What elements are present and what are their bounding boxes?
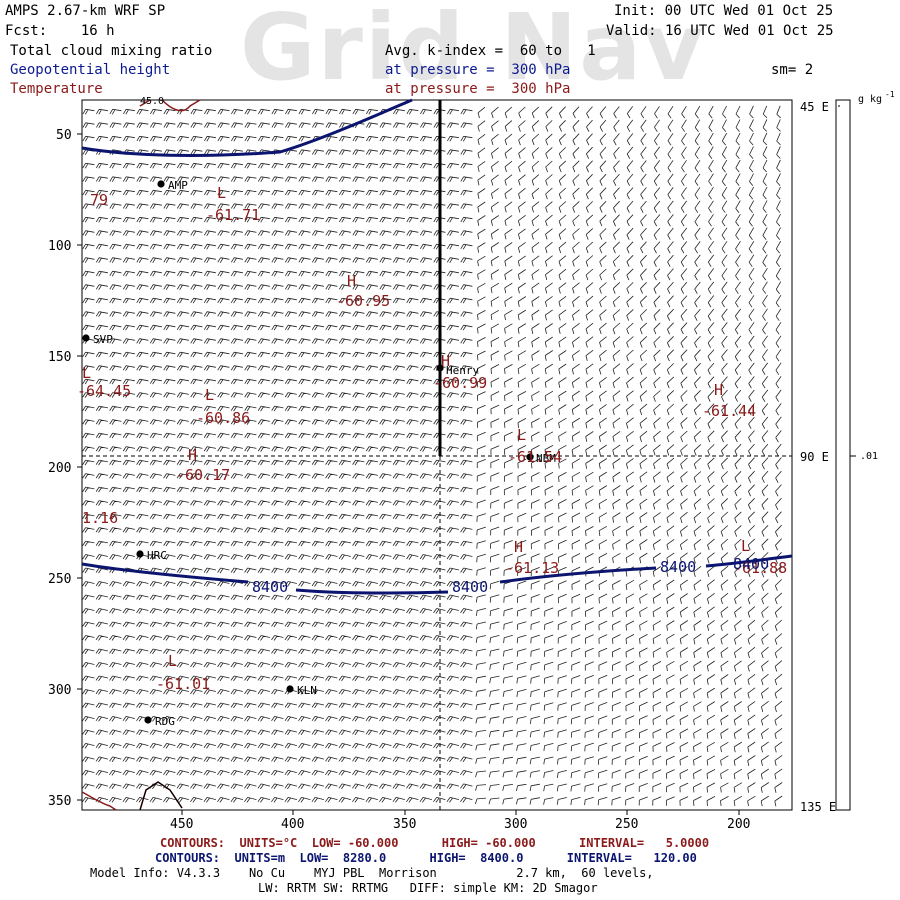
- contour-label-top: 45.0: [140, 96, 164, 107]
- y-tick-250: 250: [48, 572, 71, 587]
- wind-barbs: [82, 105, 783, 807]
- y-tick-350: 350: [48, 794, 71, 809]
- station-marker: [144, 716, 152, 724]
- extremum-value: -60.95: [336, 292, 390, 310]
- extremum-symbol: L: [741, 537, 750, 555]
- plot-frame: [81, 99, 793, 811]
- station-label-rdg: RDG: [155, 715, 175, 728]
- contour-label-8400: 8400: [252, 578, 288, 596]
- model-info: Model Info: V4.3.3 No Cu MYJ PBL Morriso…: [90, 866, 654, 880]
- station-label-hrc: HRC: [147, 549, 167, 562]
- extremum-symbol: L: [168, 652, 177, 670]
- extremum-value: -64.45: [77, 382, 131, 400]
- x-tick-450: 450: [170, 817, 193, 832]
- model-title: AMPS 2.67-km WRF SP: [5, 3, 166, 19]
- forecast-hour: Fcst: 16 h: [5, 23, 115, 39]
- model-info-physics: LW: RRTM SW: RRTMG DIFF: simple KM: 2D S…: [258, 881, 598, 895]
- x-tick-300: 300: [504, 817, 527, 832]
- station-label-svp: SVP: [93, 333, 113, 346]
- x-tick-250: 250: [615, 817, 638, 832]
- extremum-symbol: H: [347, 272, 356, 290]
- watermark: Grid Nav: [240, 0, 706, 101]
- extremum-symbol: L: [217, 184, 226, 202]
- pressure-level-temp: at pressure = 300 hPa: [385, 81, 571, 97]
- extremum-value: -60.99: [433, 374, 487, 392]
- station-marker: [526, 453, 534, 461]
- height-contour-upper: [81, 98, 413, 157]
- colorbar-value: .01: [860, 451, 878, 462]
- coastline-top: [139, 99, 201, 112]
- station-label-nbm: NBM: [536, 452, 556, 465]
- y-tick-300: 300: [48, 683, 71, 698]
- colorbar: [835, 99, 851, 811]
- lon-label-90e: 90 E: [800, 450, 829, 464]
- x-axis-ticks: 450 400 350 300 250 200: [170, 817, 750, 832]
- extremum-symbol: H: [514, 538, 523, 556]
- station-marker: [136, 550, 144, 558]
- extremum-symbol: H: [714, 381, 723, 399]
- colorbar-unit-exponent: -1: [885, 90, 895, 99]
- extremum-value: -61.44: [702, 402, 756, 420]
- valid-time: Valid: 16 UTC Wed 01 Oct 25: [606, 23, 834, 39]
- coastline-bottom: [139, 781, 183, 811]
- contour-label-8400: 8400: [733, 555, 769, 573]
- init-time: Init: 00 UTC Wed 01 Oct 25: [614, 3, 834, 19]
- station-marker: [436, 364, 444, 372]
- y-axis-ticks: 50 100 150 200 250 300 350: [48, 128, 72, 809]
- lon-label-45e: 45 E: [800, 100, 829, 114]
- y-tick-200: 200: [48, 461, 71, 476]
- extremum-value: -61.13: [505, 559, 559, 577]
- tick-marks: [77, 133, 740, 815]
- station-marker: [157, 180, 165, 188]
- y-tick-50: 50: [56, 128, 72, 143]
- extremum-symbol: L: [517, 426, 526, 444]
- temperature-contour-info: CONTOURS: UNITS=°C LOW= -60.000 HIGH= -6…: [160, 836, 710, 850]
- lon-label-135e: 135 E: [800, 800, 836, 814]
- extremum-value: -60.17: [176, 466, 230, 484]
- contour-label-8400: 8400: [452, 578, 488, 596]
- colorbar-unit: g kg: [858, 94, 882, 105]
- x-tick-400: 400: [281, 817, 304, 832]
- pressure-level-height: at pressure = 300 hPa: [385, 62, 571, 78]
- station-marker: [82, 334, 90, 342]
- extremum-value: -61.71: [206, 206, 260, 224]
- extremum-symbol: H: [188, 446, 197, 464]
- y-tick-150: 150: [48, 350, 71, 365]
- contour-label-8400: 8400: [660, 558, 696, 576]
- y-tick-100: 100: [48, 239, 71, 254]
- extremum-symbol: H: [441, 352, 450, 370]
- extremum-value: -61.54: [508, 448, 562, 466]
- x-tick-350: 350: [393, 817, 416, 832]
- extremum-symbol: L: [205, 386, 214, 404]
- stations: AMP SVP Henry NBM HRC KLN RDG: [82, 179, 556, 728]
- x-tick-200: 200: [727, 817, 750, 832]
- smoothing: sm= 2: [771, 62, 814, 78]
- field-height: Geopotential height: [10, 62, 171, 78]
- temperature-extrema: L -61.71 H -60.95 H -60.99 L -60.86 L -6…: [77, 184, 787, 693]
- height-contour-labels: 8400 8400 8400 8400: [252, 555, 769, 596]
- station-label-amp: AMP: [168, 179, 188, 192]
- extremum-symbol: L: [82, 364, 91, 382]
- station-label-kln: KLN: [297, 684, 317, 697]
- extremum-value: -61.01: [156, 675, 210, 693]
- station-marker: [286, 685, 294, 693]
- station-label-henry: Henry: [446, 364, 479, 377]
- wind-barb-field: [82, 105, 783, 807]
- extremum-value: -61.88: [733, 559, 787, 577]
- k-index-range: Avg. k-index = 60 to 1: [385, 43, 596, 59]
- height-contour-lower: [81, 554, 793, 595]
- partial-temp-label: 1.16: [82, 509, 118, 527]
- field-temperature: Temperature: [10, 81, 103, 97]
- extremum-value: -60.86: [196, 409, 250, 427]
- partial-temp-label: 79: [90, 191, 108, 209]
- height-contour-info: CONTOURS: UNITS=m LOW= 8280.0 HIGH= 8400…: [155, 851, 697, 865]
- field-cloud: Total cloud mixing ratio: [10, 43, 213, 59]
